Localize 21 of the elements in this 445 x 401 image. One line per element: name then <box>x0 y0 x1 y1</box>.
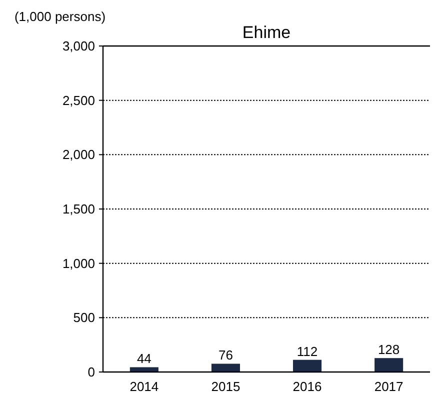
y-tick-label: 1,500 <box>62 202 95 217</box>
x-tick-label: 2014 <box>130 379 159 394</box>
data-label: 112 <box>296 344 318 359</box>
data-label: 128 <box>378 342 400 358</box>
y-tick-label: 0 <box>88 364 95 380</box>
bar <box>293 360 322 372</box>
bar <box>374 358 404 372</box>
y-tick-label: 3,000 <box>62 38 95 54</box>
data-label: 44 <box>136 351 152 366</box>
y-axis-title: (1,000 persons) <box>14 9 106 24</box>
x-tick-label: 2015 <box>211 379 240 394</box>
chart-title: Ehime <box>242 23 291 42</box>
x-tick-label: 2016 <box>292 379 322 394</box>
bar <box>211 364 240 372</box>
y-tick-label: 2,500 <box>62 92 95 108</box>
data-label: 76 <box>218 348 233 363</box>
y-tick-label: 500 <box>73 310 95 326</box>
bar <box>130 367 158 372</box>
x-tick-label: 2017 <box>374 379 404 394</box>
y-tick-label: 1,000 <box>62 256 95 271</box>
y-tick-label: 2,000 <box>62 147 95 162</box>
